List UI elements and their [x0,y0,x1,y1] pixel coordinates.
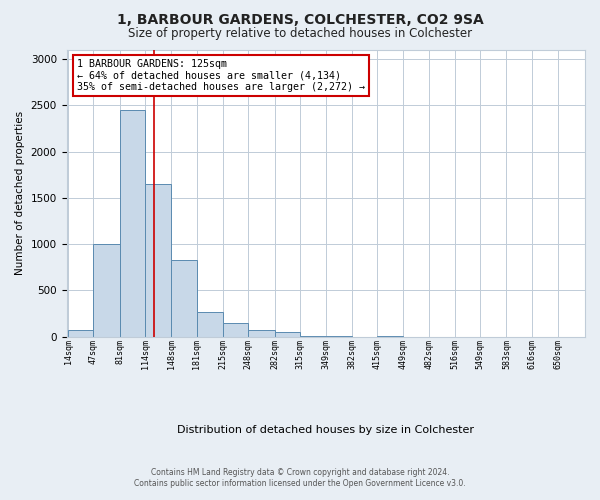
Bar [119,110,145,336]
Y-axis label: Number of detached properties: Number of detached properties [15,112,25,276]
Bar [68,330,94,336]
Bar [94,244,119,336]
Bar [275,332,300,336]
Bar [248,330,275,336]
Text: 1 BARBOUR GARDENS: 125sqm
← 64% of detached houses are smaller (4,134)
35% of se: 1 BARBOUR GARDENS: 125sqm ← 64% of detac… [77,58,365,92]
Bar [172,260,197,336]
Bar [145,184,172,336]
Text: Size of property relative to detached houses in Colchester: Size of property relative to detached ho… [128,28,472,40]
Text: 1, BARBOUR GARDENS, COLCHESTER, CO2 9SA: 1, BARBOUR GARDENS, COLCHESTER, CO2 9SA [116,12,484,26]
Bar [197,312,223,336]
Bar [223,323,248,336]
Text: Contains HM Land Registry data © Crown copyright and database right 2024.
Contai: Contains HM Land Registry data © Crown c… [134,468,466,487]
X-axis label: Distribution of detached houses by size in Colchester: Distribution of detached houses by size … [177,425,474,435]
